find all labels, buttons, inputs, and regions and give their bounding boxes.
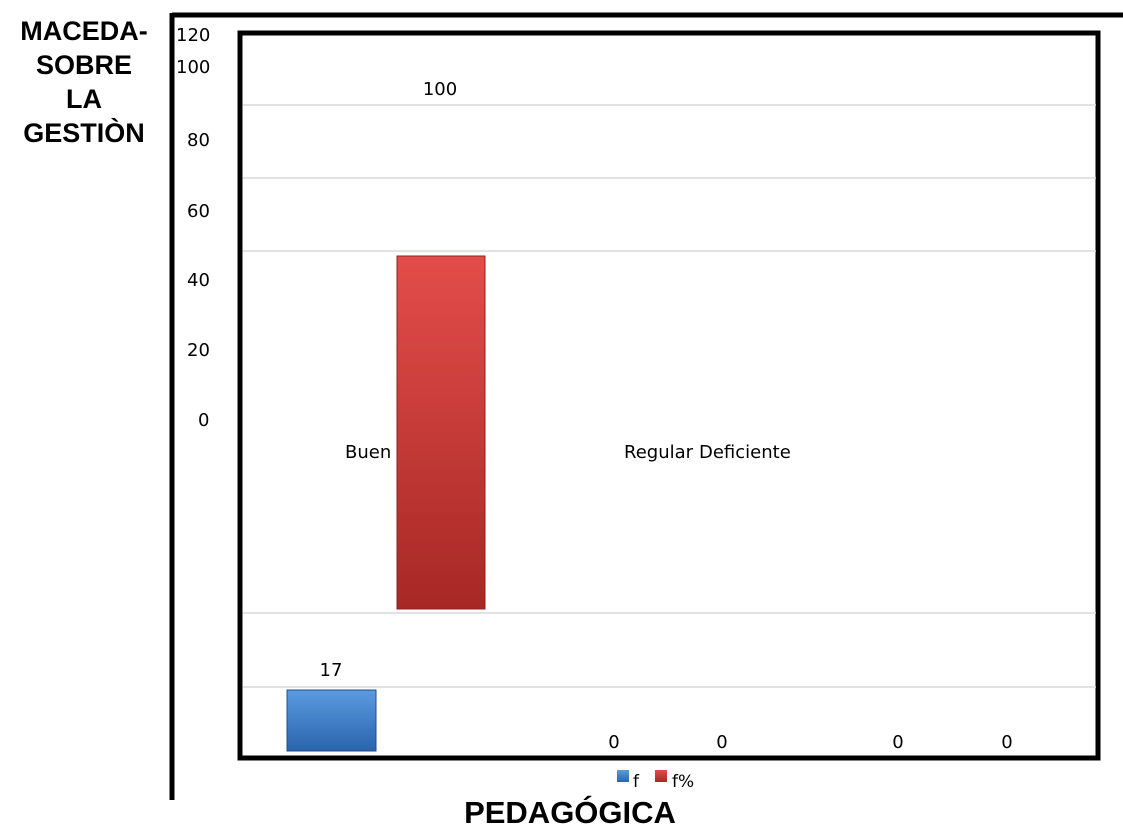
category-label-regular: Regular bbox=[624, 442, 694, 463]
y-tick-label: 120 bbox=[176, 25, 210, 46]
gridlines bbox=[243, 104, 1096, 688]
title-line-4: GESTIÒN bbox=[23, 118, 145, 148]
data-label-fpercent-regular: 0 bbox=[716, 732, 727, 753]
y-tick-label: 100 bbox=[176, 57, 210, 78]
legend-swatch-fpercent bbox=[655, 770, 667, 782]
title-line-3: LA bbox=[66, 84, 102, 114]
data-label-fpercent-deficiente: 0 bbox=[1001, 732, 1012, 753]
y-axis-tick-labels: 120 100 80 60 40 20 0 bbox=[176, 25, 210, 431]
chart-title-left: MACEDA- SOBRE LA GESTIÒN bbox=[0, 14, 168, 150]
legend-swatch-f bbox=[617, 770, 629, 782]
y-tick-label: 20 bbox=[187, 340, 210, 361]
category-label-buen: Buen bbox=[345, 442, 391, 463]
chart-title-bottom: PEDAGÓGICA bbox=[464, 795, 676, 830]
legend-label-fpercent: f% bbox=[672, 772, 694, 792]
y-tick-label: 0 bbox=[198, 410, 209, 431]
data-label-f-buen: 17 bbox=[320, 660, 343, 681]
bar-fpercent-buen bbox=[396, 255, 486, 610]
category-label-deficiente: Deficiente bbox=[699, 442, 791, 463]
data-label-f-regular: 0 bbox=[608, 732, 619, 753]
legend-label-f: f bbox=[633, 772, 640, 792]
data-label-f-deficiente: 0 bbox=[892, 732, 903, 753]
bar-f-buen bbox=[286, 689, 377, 752]
y-tick-label: 40 bbox=[187, 270, 210, 291]
y-tick-label: 80 bbox=[187, 130, 210, 151]
y-tick-label: 60 bbox=[187, 201, 210, 222]
data-label-fpercent-buen: 100 bbox=[423, 79, 457, 100]
title-line-1: MACEDA- bbox=[20, 16, 148, 46]
legend: f f% bbox=[617, 770, 694, 792]
title-line-2: SOBRE bbox=[35, 50, 133, 80]
plot-area-border bbox=[237, 30, 1101, 761]
